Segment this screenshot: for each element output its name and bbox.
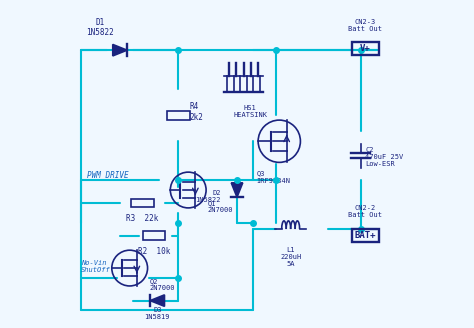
Text: PWM DRIVE: PWM DRIVE xyxy=(87,171,129,180)
Bar xyxy=(131,199,154,207)
Text: D3
1N5819: D3 1N5819 xyxy=(145,307,170,320)
Text: C2
470uF 25V
Low-ESR: C2 470uF 25V Low-ESR xyxy=(365,148,404,168)
Text: R2  10k: R2 10k xyxy=(138,247,170,256)
Polygon shape xyxy=(231,183,243,197)
Bar xyxy=(352,42,379,55)
Polygon shape xyxy=(150,295,164,306)
Text: BAT+: BAT+ xyxy=(355,231,376,240)
Text: R3  22k: R3 22k xyxy=(127,215,159,223)
Text: Q3
IRF9234N: Q3 IRF9234N xyxy=(256,171,291,183)
Text: V+: V+ xyxy=(360,44,371,53)
Bar xyxy=(143,232,165,240)
Text: No-Vin
ShutOff: No-Vin ShutOff xyxy=(81,260,110,273)
Text: D1
1N5822: D1 1N5822 xyxy=(87,18,114,37)
Bar xyxy=(352,229,379,242)
Text: Q2
2N7000: Q2 2N7000 xyxy=(149,278,175,291)
Polygon shape xyxy=(113,45,127,56)
Text: D2
1N5822: D2 1N5822 xyxy=(195,190,221,203)
Text: CN2-2
Batt Out: CN2-2 Batt Out xyxy=(348,205,383,218)
Text: CN2-3
Batt Out: CN2-3 Batt Out xyxy=(348,19,383,32)
Bar xyxy=(167,111,190,120)
Text: L1
220uH
5A: L1 220uH 5A xyxy=(280,247,301,267)
Text: R4
2k2: R4 2k2 xyxy=(190,102,204,122)
Text: Q1
2N7000: Q1 2N7000 xyxy=(208,200,233,213)
Text: HS1
HEATSINK: HS1 HEATSINK xyxy=(233,106,267,118)
